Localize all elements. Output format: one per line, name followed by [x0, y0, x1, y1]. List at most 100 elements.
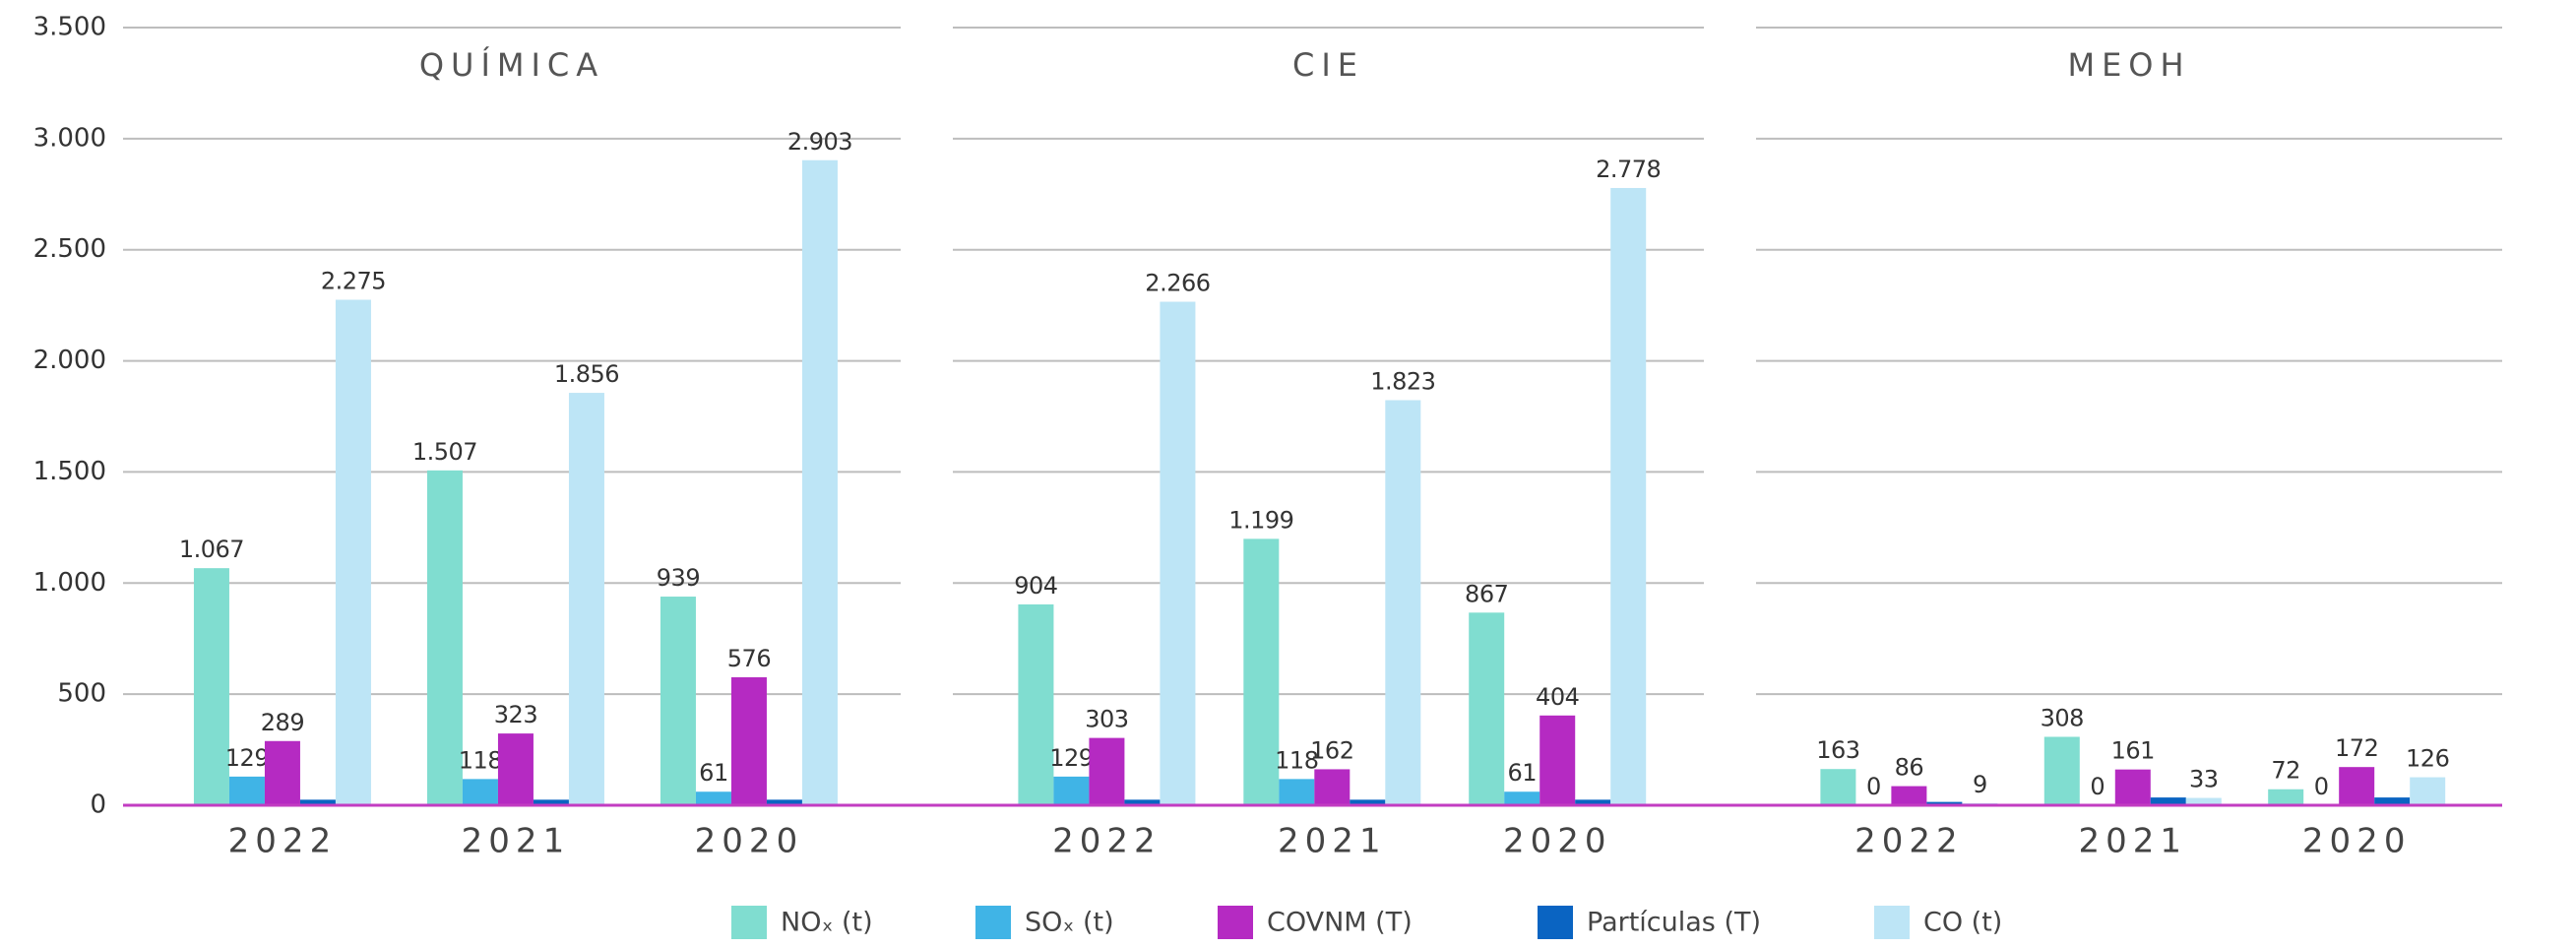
- legend-label: COVNM (T): [1267, 908, 1413, 938]
- value-label: 1.507: [412, 438, 477, 466]
- x-tick-label: 2020: [1503, 822, 1612, 861]
- bar: [2374, 797, 2411, 805]
- bar: [1926, 801, 1963, 805]
- legend-label: SOₓ (t): [1025, 908, 1114, 938]
- bar: [1610, 187, 1647, 806]
- bar: [2150, 797, 2186, 805]
- bar: [533, 799, 569, 805]
- bar: [1891, 786, 1927, 805]
- bar: [766, 799, 802, 805]
- bar: [730, 676, 767, 805]
- x-tick-label: 2020: [2302, 822, 2412, 861]
- bar: [568, 393, 604, 805]
- bar: [462, 779, 498, 805]
- value-label: 2.266: [1145, 270, 1210, 297]
- value-label: 2.903: [787, 128, 852, 156]
- bar: [1469, 612, 1505, 805]
- value-label: 161: [2111, 737, 2155, 765]
- value-label: 9: [1973, 771, 1987, 798]
- x-tick-label: 2020: [695, 822, 804, 861]
- bar: [1504, 791, 1540, 805]
- bar: [660, 597, 696, 805]
- bar: [1243, 538, 1280, 805]
- x-tick-label: 2022: [1854, 822, 1964, 861]
- value-label: 303: [1085, 706, 1128, 733]
- value-label: 72: [2271, 757, 2300, 785]
- value-label: 1.856: [554, 360, 619, 388]
- y-tick-label: 3.000: [33, 123, 106, 153]
- legend-swatch: [731, 906, 767, 939]
- bar: [2185, 797, 2222, 805]
- legend-label: Partículas (T): [1587, 908, 1761, 938]
- value-label: 289: [261, 709, 304, 736]
- x-tick-label: 2022: [1052, 822, 1162, 861]
- x-tick-label: 2021: [1278, 822, 1387, 861]
- value-label: 33: [2189, 766, 2219, 793]
- value-label: 2.275: [321, 268, 386, 295]
- x-tick-label: 2022: [228, 822, 338, 861]
- bar: [193, 568, 229, 805]
- panel-title: MEOH: [2067, 46, 2190, 84]
- bar: [2268, 789, 2304, 805]
- value-label: 61: [1507, 759, 1537, 787]
- value-label: 1.199: [1228, 506, 1293, 534]
- value-label: 163: [1816, 736, 1859, 764]
- bar: [1279, 779, 1315, 805]
- bar: [2043, 736, 2080, 805]
- legend-swatch: [1874, 906, 1910, 939]
- bar: [335, 299, 371, 805]
- bar: [1350, 799, 1386, 805]
- bar: [497, 733, 534, 805]
- y-tick-label: 2.000: [33, 346, 106, 375]
- value-label: 308: [2041, 704, 2084, 731]
- bar: [1089, 737, 1125, 805]
- legend-label: CO (t): [1923, 908, 2002, 938]
- value-label: 404: [1536, 683, 1579, 711]
- y-tick-label: 0: [90, 790, 106, 820]
- value-label: 576: [727, 645, 771, 672]
- legend-swatch: [1218, 906, 1253, 939]
- value-label: 129: [225, 744, 269, 772]
- y-tick-label: 1.500: [33, 457, 106, 486]
- value-label: 118: [459, 746, 502, 774]
- legend-swatch: [975, 906, 1011, 939]
- legend-swatch: [1538, 906, 1573, 939]
- y-tick-label: 500: [57, 679, 106, 709]
- value-label: 0: [2314, 773, 2329, 800]
- y-tick-label: 2.500: [33, 234, 106, 264]
- bar: [695, 791, 731, 805]
- value-label: 61: [699, 759, 728, 787]
- x-tick-label: 2021: [2079, 822, 2188, 861]
- bar: [1018, 603, 1054, 805]
- value-label: 118: [1275, 746, 1318, 774]
- bar: [1385, 400, 1421, 805]
- bar: [1160, 301, 1196, 805]
- y-tick-label: 1.000: [33, 568, 106, 598]
- value-label: 86: [1895, 754, 1924, 782]
- value-label: 1.823: [1370, 368, 1435, 396]
- value-label: 1.067: [179, 536, 244, 563]
- value-label: 129: [1049, 744, 1093, 772]
- bar: [1124, 799, 1161, 805]
- x-tick-label: 2021: [462, 822, 571, 861]
- panel-title: CIE: [1292, 46, 1364, 84]
- y-tick-label: 3.500: [33, 13, 106, 42]
- value-label: 0: [1866, 773, 1881, 800]
- value-label: 172: [2335, 734, 2378, 762]
- value-label: 867: [1465, 580, 1508, 607]
- bar: [1539, 715, 1576, 805]
- value-label: 323: [494, 701, 537, 728]
- bar: [264, 740, 300, 805]
- bar: [426, 470, 463, 805]
- bar: [1314, 769, 1351, 805]
- value-label: 162: [1310, 736, 1353, 764]
- value-label: 126: [2406, 745, 2449, 773]
- bar: [2339, 767, 2375, 805]
- value-label: 2.778: [1596, 156, 1661, 183]
- value-label: 0: [2090, 773, 2105, 800]
- bar: [2114, 769, 2151, 805]
- bar: [228, 776, 265, 805]
- bar: [801, 159, 838, 805]
- bar: [299, 799, 336, 805]
